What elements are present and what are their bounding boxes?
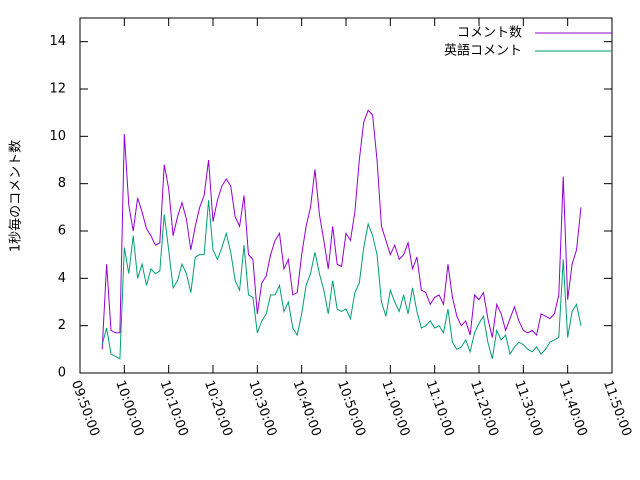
series-line bbox=[101, 200, 582, 360]
y-tick-label: 4 bbox=[58, 271, 66, 286]
x-tick-label: 11:00:00 bbox=[378, 378, 412, 438]
plot-frame bbox=[79, 17, 613, 374]
legend-label: 英語コメント bbox=[444, 43, 522, 59]
x-tick-label: 10:40:00 bbox=[290, 378, 324, 438]
x-tick-label: 11:50:00 bbox=[600, 378, 634, 438]
y-axis-label: 1秒毎のコメント数 bbox=[8, 140, 24, 252]
y-tick-label: 6 bbox=[58, 224, 66, 239]
x-tick-label: 11:30:00 bbox=[511, 378, 545, 438]
x-tick-label: 09:50:00 bbox=[68, 378, 102, 438]
y-tick-label: 8 bbox=[58, 176, 66, 191]
x-tick-label: 10:00:00 bbox=[112, 378, 146, 438]
x-tick-label: 10:20:00 bbox=[201, 378, 235, 438]
x-tick-label: 10:30:00 bbox=[245, 378, 279, 438]
y-tick-label: 2 bbox=[58, 318, 66, 333]
x-tick-label: 10:50:00 bbox=[334, 378, 368, 438]
x-tick-label: 11:20:00 bbox=[467, 378, 501, 438]
x-tick-label: 11:40:00 bbox=[556, 378, 590, 438]
y-tick-label: 10 bbox=[49, 129, 66, 144]
y-tick-label: 12 bbox=[49, 82, 66, 97]
y-tick-label: 0 bbox=[58, 366, 66, 381]
series-line bbox=[101, 109, 582, 350]
y-tick-label: 14 bbox=[49, 34, 66, 49]
legend-label: コメント数 bbox=[457, 26, 522, 41]
x-tick-label: 11:10:00 bbox=[423, 378, 457, 438]
x-tick-label: 10:10:00 bbox=[157, 378, 191, 438]
